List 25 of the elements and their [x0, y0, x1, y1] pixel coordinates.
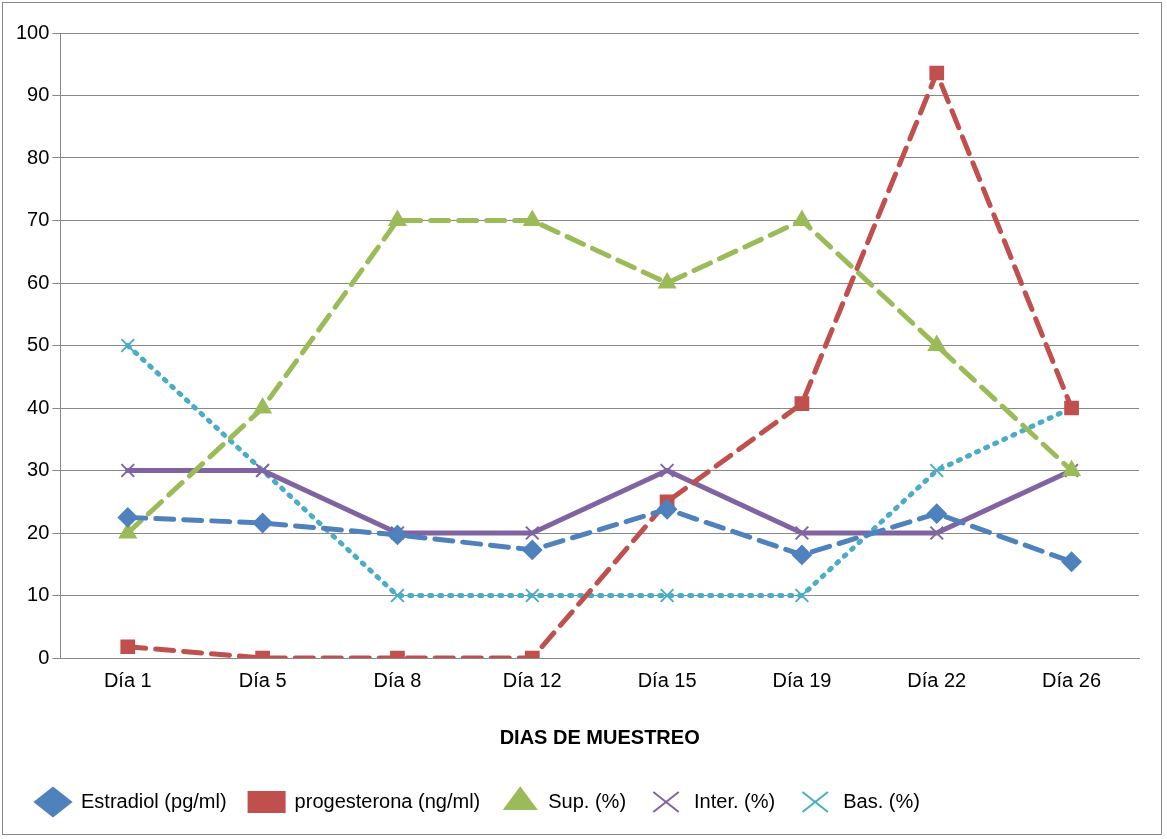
x-tick-label: Día 1 — [103, 668, 152, 691]
y-tick-label: 80 — [27, 145, 50, 168]
x-tick-label: Día 5 — [238, 668, 287, 691]
y-tick-label: 0 — [38, 645, 50, 668]
y-tick-label: 30 — [27, 458, 50, 481]
y-tick-label: 90 — [27, 83, 50, 106]
x-tick-label: Día 26 — [1042, 668, 1102, 691]
y-tick-label: 70 — [27, 208, 50, 231]
x-tick-label: Día 12 — [502, 668, 562, 691]
x-tick-label: Día 15 — [637, 668, 697, 691]
x-tick-label: Día 19 — [772, 668, 832, 691]
y-tick-label: 10 — [27, 583, 50, 606]
x-tick-label: Día 8 — [373, 668, 422, 691]
x-tick-label: Día 22 — [907, 668, 967, 691]
legend-label: Estradiol (pg/ml) — [81, 789, 227, 812]
y-tick-label: 20 — [27, 520, 50, 543]
y-tick-label: 50 — [27, 333, 50, 356]
legend-label: Sup. (%) — [548, 789, 627, 812]
legend-label: Bas. (%) — [843, 789, 920, 812]
legend-label: progesterona (ng/ml) — [294, 789, 481, 812]
x-axis-title: DIAS DE MUESTREO — [499, 725, 700, 748]
y-tick-label: 40 — [27, 395, 50, 418]
y-tick-label: 60 — [27, 270, 50, 293]
legend-label: Inter. (%) — [694, 789, 776, 812]
y-tick-label: 100 — [15, 20, 50, 43]
